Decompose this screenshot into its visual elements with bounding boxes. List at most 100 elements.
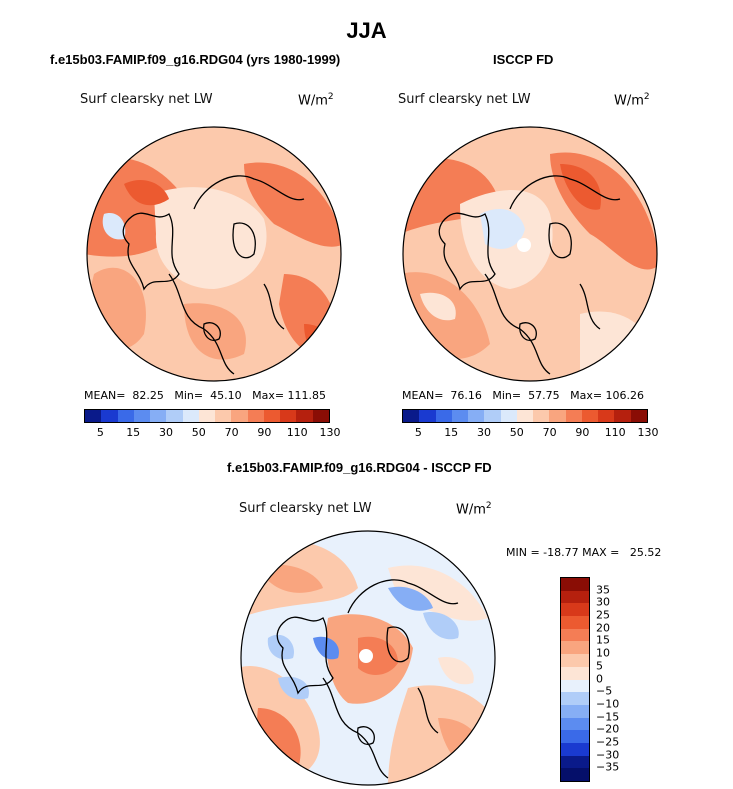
colorbar-swatch <box>614 410 631 422</box>
panel-2-variable-label: Surf clearsky net LW <box>398 92 531 107</box>
colorbar-tick-label: 130 <box>319 426 341 439</box>
colorbar-swatch <box>561 578 589 591</box>
colorbar-tick-label: 30 <box>596 595 610 609</box>
colorbar-swatch <box>598 410 615 422</box>
colorbar-tick-label: 30 <box>159 426 173 439</box>
panel-1-unit: W/m2 <box>298 92 334 109</box>
colorbar-swatch <box>263 410 281 422</box>
colorbar-swatch <box>561 679 589 693</box>
colorbar-tick-label: 110 <box>604 426 626 439</box>
panel-3-pole-hole <box>359 649 373 663</box>
colorbar-swatch <box>403 410 420 422</box>
colorbar-tick-label: 50 <box>509 426 524 439</box>
colorbar-swatch <box>500 410 517 422</box>
panel-2-unit: W/m2 <box>614 92 650 109</box>
colorbar-tick-label: 10 <box>596 646 610 660</box>
colorbar-swatch <box>182 410 199 422</box>
colorbar-tick-label: 5 <box>414 426 422 439</box>
colorbar-swatch <box>565 410 582 422</box>
colorbar-tick-label: 5 <box>96 426 104 439</box>
colorbar-swatch <box>561 755 589 769</box>
colorbar-swatch <box>561 666 589 680</box>
colorbar-swatch <box>630 410 647 422</box>
panel-1-polar-map <box>86 126 342 382</box>
colorbar-swatch <box>296 410 313 422</box>
colorbar-tick-label: 15 <box>126 426 141 439</box>
colorbar-tick-label: −15 <box>596 710 620 724</box>
colorbar-swatch <box>516 410 534 422</box>
panel-2-colorbar-labels: 5 15 30 50 70 90 110 130 <box>402 426 659 440</box>
colorbar-swatch <box>117 410 134 422</box>
colorbar-tick-label: −30 <box>596 748 620 762</box>
colorbar-tick-label: 5 <box>596 659 603 673</box>
colorbar-swatch <box>561 742 589 756</box>
colorbar-swatch <box>561 768 589 781</box>
panel-3-variable-label: Surf clearsky net LW <box>239 501 372 516</box>
panel-2-title: ISCCP FD <box>493 52 554 67</box>
colorbar-swatch <box>561 692 589 705</box>
colorbar-tick-label: 25 <box>596 608 610 622</box>
colorbar-tick-label: 35 <box>596 583 610 597</box>
colorbar-swatch <box>435 410 452 422</box>
colorbar-swatch <box>468 410 485 422</box>
colorbar-tick-label: −5 <box>596 684 613 698</box>
colorbar-swatch <box>133 410 151 422</box>
colorbar-swatch <box>581 410 599 422</box>
panel-1-stats: MEAN= 82.25 Min= 45.10 Max= 111.85 <box>84 389 327 402</box>
colorbar-swatch <box>561 654 589 667</box>
colorbar-tick-label: 0 <box>596 672 603 685</box>
colorbar-swatch <box>280 410 297 422</box>
colorbar-swatch <box>231 410 248 422</box>
colorbar-swatch <box>215 410 232 422</box>
figure-title: JJA <box>346 18 387 43</box>
colorbar-swatch <box>484 410 501 422</box>
colorbar-tick-label: −25 <box>596 735 620 749</box>
panel-3-polar-map <box>240 530 496 786</box>
panel-3-title: f.e15b03.FAMIP.f09_g16.RDG04 - ISCCP FD <box>227 460 492 475</box>
panel-1-field <box>87 127 341 381</box>
colorbar-swatch <box>198 410 216 422</box>
panel-2-coastlines <box>438 175 621 375</box>
colorbar-tick-label: 130 <box>637 426 659 439</box>
colorbar-tick-label: 90 <box>575 426 590 439</box>
colorbar-swatch <box>561 628 589 642</box>
colorbar-tick-label: 70 <box>224 426 239 439</box>
panel-3-coastlines <box>276 579 459 779</box>
colorbar-swatch <box>312 410 329 422</box>
colorbar-tick-label: 30 <box>477 426 491 439</box>
colorbar-swatch <box>150 410 167 422</box>
panel-3-colorbar <box>560 577 590 782</box>
colorbar-swatch <box>533 410 550 422</box>
panel-2-colorbar <box>402 409 648 423</box>
colorbar-tick-label: 90 <box>257 426 272 439</box>
colorbar-tick-label: 50 <box>191 426 206 439</box>
colorbar-tick-label: 15 <box>444 426 459 439</box>
panel-2-field <box>403 127 657 381</box>
panel-2-polar-map <box>402 126 658 382</box>
colorbar-tick-label: 20 <box>596 621 610 635</box>
colorbar-swatch <box>549 410 566 422</box>
colorbar-swatch <box>561 717 589 731</box>
colorbar-swatch <box>419 410 436 422</box>
colorbar-tick-label: −20 <box>596 722 620 736</box>
panel-2-pole-hole <box>517 238 531 252</box>
colorbar-swatch <box>561 603 589 617</box>
panel-3-unit: W/m2 <box>456 501 492 518</box>
colorbar-tick-label: −10 <box>596 697 620 711</box>
colorbar-tick-label: −35 <box>596 760 620 774</box>
panel-3-field <box>241 531 495 785</box>
panel-3-stats: MIN = -18.77 MAX = 25.52 <box>506 546 662 559</box>
panel-1-variable-label: Surf clearsky net LW <box>80 92 213 107</box>
colorbar-swatch <box>247 410 264 422</box>
panel-3-colorbar-labels: 35 30 25 20 15 10 5 0 −5 −10 −15 −20 −25 −30 −35 <box>596 577 636 780</box>
panel-1-colorbar <box>84 409 330 423</box>
colorbar-swatch <box>451 410 469 422</box>
panel-1-colorbar-labels: 5 15 30 50 70 90 110 130 <box>84 426 341 440</box>
colorbar-swatch <box>561 704 589 718</box>
colorbar-swatch <box>561 590 589 604</box>
colorbar-swatch <box>561 616 589 629</box>
colorbar-tick-label: 110 <box>286 426 308 439</box>
colorbar-swatch <box>561 641 589 655</box>
colorbar-tick-label: 15 <box>596 633 610 647</box>
colorbar-swatch <box>101 410 118 422</box>
